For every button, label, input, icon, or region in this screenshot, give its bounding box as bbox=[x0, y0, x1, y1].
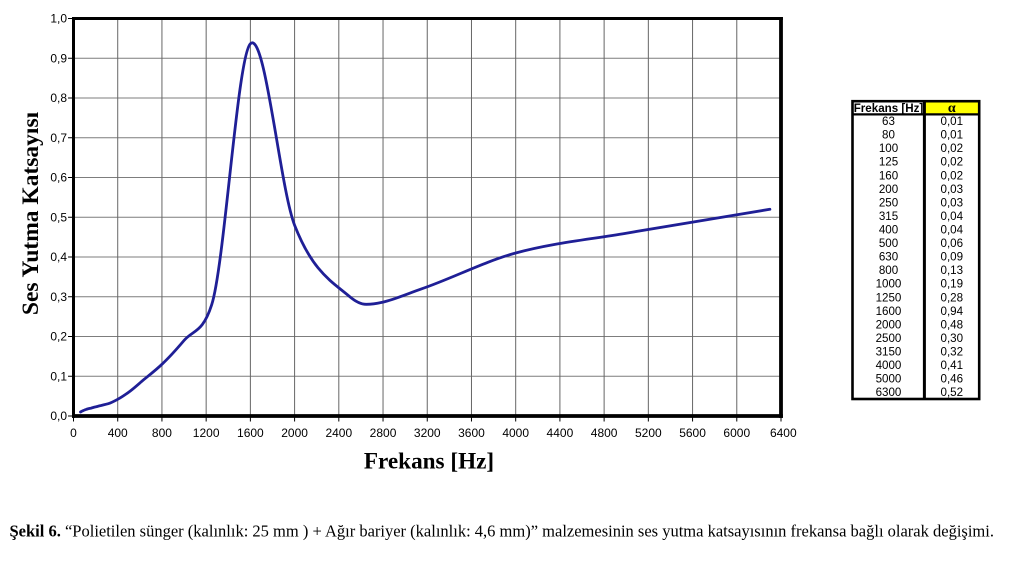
svg-text:0,4: 0,4 bbox=[50, 250, 67, 264]
svg-text:0,32: 0,32 bbox=[941, 345, 964, 358]
svg-text:315: 315 bbox=[879, 210, 898, 223]
svg-text:0,48: 0,48 bbox=[941, 318, 964, 331]
svg-text:3200: 3200 bbox=[414, 426, 441, 440]
svg-text:0,01: 0,01 bbox=[941, 115, 964, 128]
svg-text:2800: 2800 bbox=[370, 426, 397, 440]
svg-text:0,46: 0,46 bbox=[941, 373, 964, 386]
svg-text:0,02: 0,02 bbox=[941, 142, 964, 155]
svg-text:6000: 6000 bbox=[723, 426, 750, 440]
svg-text:0,52: 0,52 bbox=[941, 386, 964, 399]
svg-text:0,41: 0,41 bbox=[941, 359, 964, 372]
svg-text:2400: 2400 bbox=[325, 426, 352, 440]
svg-text:0,5: 0,5 bbox=[50, 210, 67, 224]
svg-text:2000: 2000 bbox=[876, 318, 902, 331]
svg-text:5000: 5000 bbox=[876, 373, 902, 386]
svg-text:0,9: 0,9 bbox=[50, 51, 67, 65]
svg-text:630: 630 bbox=[879, 251, 898, 264]
svg-text:0,01: 0,01 bbox=[941, 129, 964, 142]
svg-text:500: 500 bbox=[879, 237, 898, 250]
svg-text:0,09: 0,09 bbox=[941, 251, 964, 264]
svg-text:0,8: 0,8 bbox=[50, 91, 67, 105]
svg-text:6300: 6300 bbox=[876, 386, 902, 399]
svg-text:Frekans [Hz]: Frekans [Hz] bbox=[364, 449, 494, 475]
svg-text:1600: 1600 bbox=[876, 305, 902, 318]
svg-text:800: 800 bbox=[879, 264, 898, 277]
svg-text:0,2: 0,2 bbox=[50, 330, 67, 344]
svg-text:0,1: 0,1 bbox=[50, 369, 67, 383]
svg-text:0,03: 0,03 bbox=[941, 196, 964, 209]
svg-text:5200: 5200 bbox=[635, 426, 662, 440]
svg-text:0,6: 0,6 bbox=[50, 171, 67, 185]
svg-text:2500: 2500 bbox=[876, 332, 902, 345]
svg-text:4000: 4000 bbox=[502, 426, 529, 440]
svg-text:4400: 4400 bbox=[547, 426, 574, 440]
svg-text:4000: 4000 bbox=[876, 359, 902, 372]
svg-text:1000: 1000 bbox=[876, 278, 902, 291]
svg-text:0,0: 0,0 bbox=[50, 409, 67, 423]
svg-text:Şekil 6. “Polietilen sünger (k: Şekil 6. “Polietilen sünger (kalınlık: 2… bbox=[10, 522, 994, 541]
svg-text:0,06: 0,06 bbox=[941, 237, 964, 250]
svg-text:100: 100 bbox=[879, 142, 898, 155]
svg-text:α: α bbox=[948, 101, 956, 116]
svg-text:400: 400 bbox=[108, 426, 128, 440]
svg-text:0,94: 0,94 bbox=[941, 305, 964, 318]
svg-text:0,19: 0,19 bbox=[941, 278, 964, 291]
svg-text:0,03: 0,03 bbox=[941, 183, 964, 196]
svg-text:250: 250 bbox=[879, 196, 898, 209]
svg-text:1600: 1600 bbox=[237, 426, 264, 440]
svg-text:63: 63 bbox=[882, 115, 895, 128]
svg-text:Frekans [Hz]: Frekans [Hz] bbox=[854, 102, 924, 115]
svg-text:0,02: 0,02 bbox=[941, 169, 964, 182]
svg-text:0,02: 0,02 bbox=[941, 156, 964, 169]
svg-text:0,30: 0,30 bbox=[941, 332, 964, 345]
svg-text:0: 0 bbox=[70, 426, 77, 440]
svg-text:3150: 3150 bbox=[876, 345, 902, 358]
svg-text:1250: 1250 bbox=[876, 291, 902, 304]
svg-text:125: 125 bbox=[879, 156, 898, 169]
svg-text:0,04: 0,04 bbox=[941, 210, 964, 223]
svg-text:4800: 4800 bbox=[591, 426, 618, 440]
svg-text:0,3: 0,3 bbox=[50, 290, 67, 304]
svg-text:Ses Yutma Katsayısı: Ses Yutma Katsayısı bbox=[18, 111, 44, 315]
svg-text:0,7: 0,7 bbox=[50, 131, 67, 145]
svg-text:800: 800 bbox=[152, 426, 172, 440]
svg-text:0,04: 0,04 bbox=[941, 224, 964, 237]
svg-text:6400: 6400 bbox=[770, 426, 797, 440]
svg-text:160: 160 bbox=[879, 169, 898, 182]
svg-text:400: 400 bbox=[879, 224, 898, 237]
svg-text:1200: 1200 bbox=[193, 426, 220, 440]
svg-text:0,13: 0,13 bbox=[941, 264, 964, 277]
svg-text:3600: 3600 bbox=[458, 426, 485, 440]
svg-text:80: 80 bbox=[882, 129, 895, 142]
svg-text:200: 200 bbox=[879, 183, 898, 196]
svg-text:0,28: 0,28 bbox=[941, 291, 964, 304]
svg-text:2000: 2000 bbox=[281, 426, 308, 440]
svg-text:5600: 5600 bbox=[679, 426, 706, 440]
svg-text:1,0: 1,0 bbox=[50, 12, 67, 26]
